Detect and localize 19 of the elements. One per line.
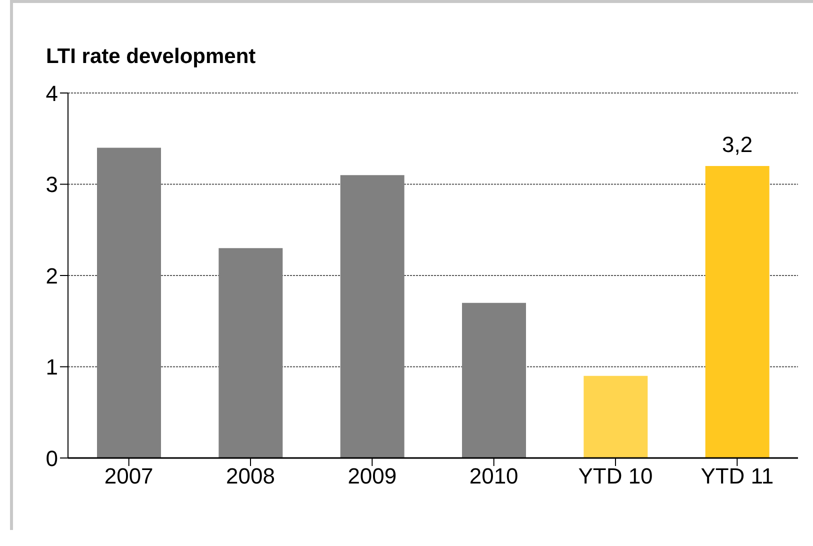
- bar: [705, 166, 770, 458]
- bar: [340, 175, 404, 458]
- x-tick-label: 2008: [226, 464, 275, 489]
- y-tick-label: 4: [46, 80, 58, 106]
- x-tick-label: 2010: [469, 464, 518, 489]
- x-tick-label: YTD 11: [700, 464, 774, 489]
- x-tick-label: 2007: [104, 464, 154, 489]
- bar: [218, 248, 283, 458]
- x-tick-label: 2009: [348, 464, 397, 489]
- x-tick-label: YTD 10: [578, 464, 653, 489]
- y-tick-label: 3: [46, 172, 58, 198]
- y-tick-label: 1: [46, 354, 58, 380]
- bar: [462, 302, 526, 458]
- bar: [584, 376, 648, 458]
- bar: [97, 148, 161, 458]
- chart-title: LTI rate development: [46, 45, 256, 69]
- y-tick-label: 0: [46, 446, 58, 471]
- y-tick-label: 2: [46, 263, 58, 288]
- data-label: 3,2: [722, 132, 753, 157]
